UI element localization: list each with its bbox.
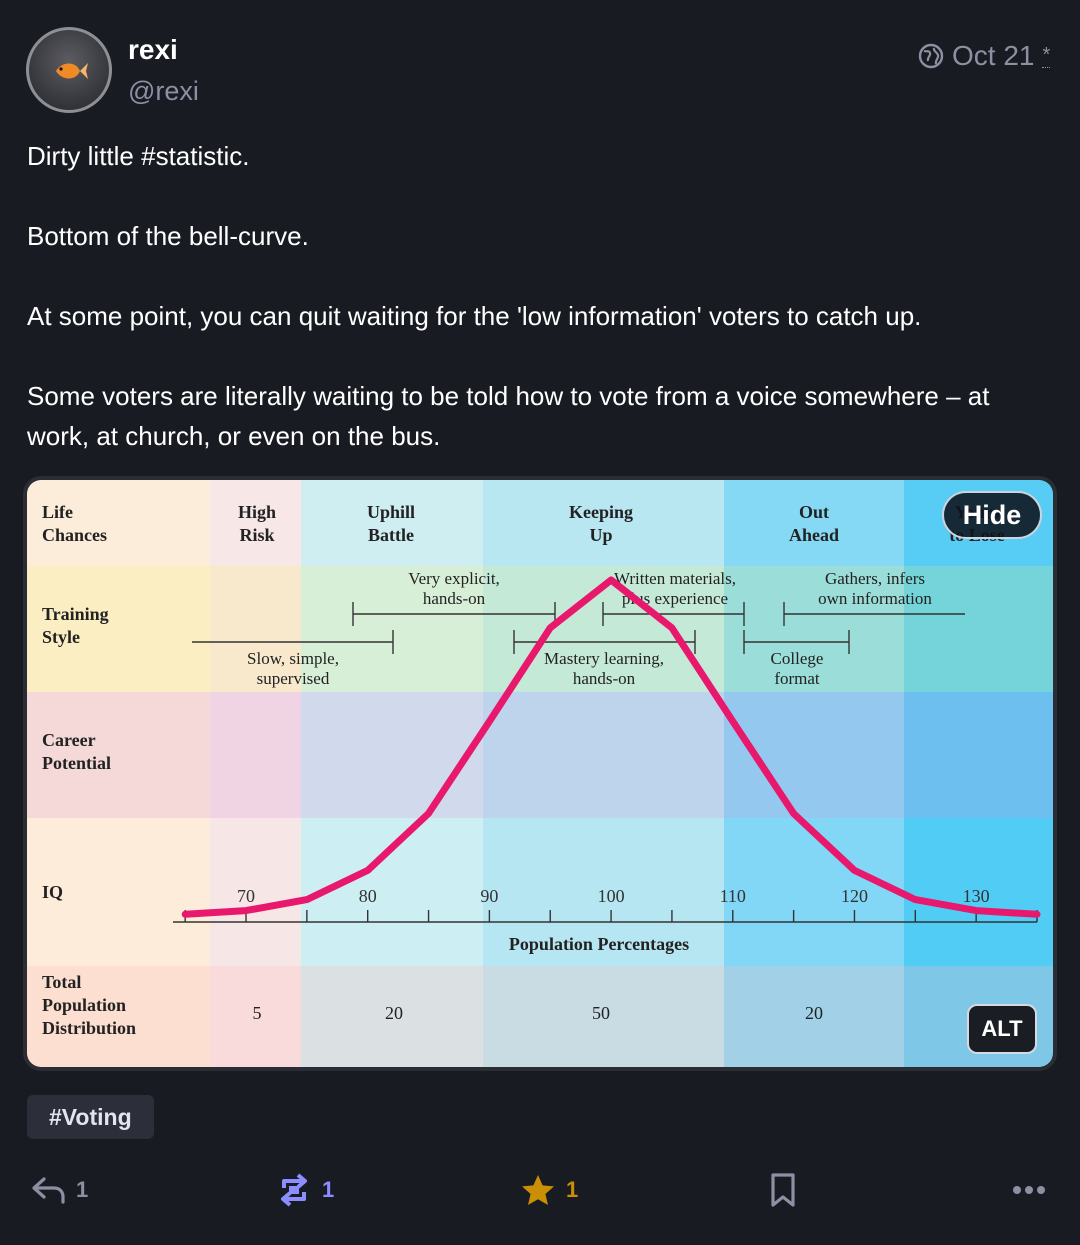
alt-text-button[interactable]: ALT [969, 1006, 1035, 1052]
x-tick-label: 80 [359, 886, 377, 906]
post-paragraph: Dirty little #statistic. [27, 136, 1057, 176]
post-paragraph: Bottom of the bell-curve. [27, 216, 1057, 256]
x-tick-label: 100 [598, 886, 625, 906]
life-chance-label: Ahead [789, 525, 839, 545]
row-label: IQ [42, 882, 63, 902]
x-tick-label: 110 [720, 886, 746, 906]
training-style-label: Very explicit, [408, 569, 500, 588]
star-icon [520, 1173, 556, 1207]
training-style-label: own information [818, 589, 932, 608]
favourite-button[interactable]: 1 [520, 1160, 578, 1220]
training-style-label: supervised [257, 669, 330, 688]
row-label: Training [42, 604, 109, 624]
x-tick-label: 70 [237, 886, 255, 906]
hashtag-link[interactable]: #statistic [141, 141, 242, 171]
row-label: Life [42, 502, 73, 522]
action-bar: 1 1 1 [0, 1160, 1080, 1220]
life-chance-label: Keeping [569, 502, 633, 522]
life-chance-label: Up [589, 525, 612, 545]
post-paragraph: At some point, you can quit waiting for … [27, 296, 1057, 336]
post-paragraph: Some voters are literally waiting to be … [27, 376, 1057, 456]
x-tick-label: 120 [841, 886, 868, 906]
life-chance-label: Out [799, 502, 829, 522]
row-label: Chances [42, 525, 107, 545]
distribution-value: 50 [592, 1003, 610, 1023]
x-tick-label: 130 [963, 886, 990, 906]
more-icon [1012, 1184, 1046, 1196]
post-content: Dirty little #statistic. Bottom of the b… [27, 136, 1057, 496]
author-display-name[interactable]: rexi [128, 34, 178, 66]
x-axis-title: Population Percentages [509, 934, 689, 954]
reply-count: 1 [76, 1177, 88, 1203]
row-label: Population [42, 995, 126, 1015]
timestamp-label: Oct 21 [952, 40, 1034, 72]
author-handle[interactable]: @rexi [128, 76, 199, 107]
training-style-label: Mastery learning, [544, 649, 664, 668]
post-timestamp[interactable]: Oct 21 * [918, 40, 1050, 72]
training-style-label: hands-on [423, 589, 486, 608]
x-tick-label: 90 [480, 886, 498, 906]
distribution-value: 5 [253, 1003, 262, 1023]
hide-media-button[interactable]: Hide [944, 493, 1040, 537]
life-chance-label: Battle [368, 525, 414, 545]
bookmark-button[interactable] [768, 1160, 798, 1220]
globe-icon [918, 43, 944, 69]
row-band [27, 480, 1053, 566]
life-chance-label: High [238, 502, 276, 522]
boost-count: 1 [322, 1177, 334, 1203]
row-label: Distribution [42, 1018, 136, 1038]
training-style-label: Gathers, infers [825, 569, 925, 588]
bell-curve-chart: Life Chances Training Style Career Potential I… [27, 480, 1053, 1067]
training-style-label: Written materials, [614, 569, 736, 588]
row-band [27, 966, 1053, 1067]
more-options-button[interactable] [1012, 1160, 1046, 1220]
row-label: Total [42, 972, 81, 992]
hashtag-chip[interactable]: #Voting [27, 1095, 154, 1139]
row-label: Style [42, 627, 80, 647]
distribution-value: 20 [805, 1003, 823, 1023]
reply-icon [30, 1175, 66, 1205]
training-style-label: hands-on [573, 669, 636, 688]
goldfish-icon [52, 59, 88, 83]
row-label: Career [42, 730, 96, 750]
boost-button[interactable]: 1 [276, 1160, 334, 1220]
distribution-value: 20 [385, 1003, 403, 1023]
training-style-label: format [774, 669, 820, 688]
life-chance-label: Risk [239, 525, 274, 545]
row-band [27, 692, 1053, 818]
row-label: Potential [42, 753, 111, 773]
training-style-label: Slow, simple, [247, 649, 339, 668]
life-chance-label: Uphill [367, 502, 415, 522]
favourite-count: 1 [566, 1177, 578, 1203]
media-attachment[interactable]: Life Chances Training Style Career Potential I… [27, 480, 1053, 1067]
boost-icon [276, 1172, 312, 1208]
bookmark-icon [768, 1172, 798, 1208]
avatar[interactable] [26, 27, 112, 113]
edited-mark[interactable]: * [1042, 44, 1050, 68]
reply-button[interactable]: 1 [30, 1160, 88, 1220]
training-style-label: College [771, 649, 824, 668]
